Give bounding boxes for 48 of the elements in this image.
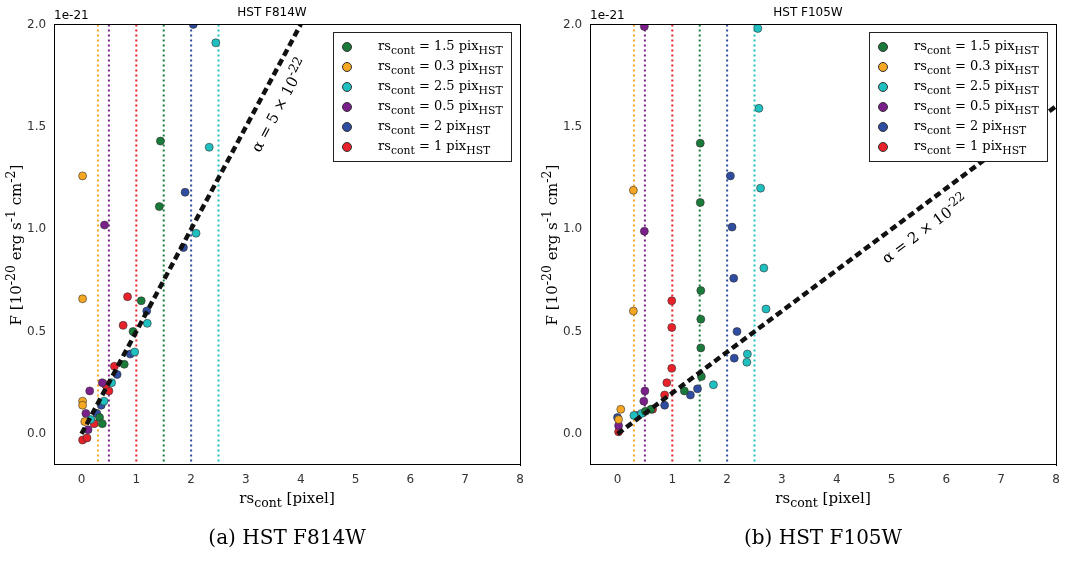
x-tick-label: 5 (351, 471, 360, 486)
x-tick-label: 4 (296, 471, 305, 486)
x-tick-label: 6 (406, 471, 415, 486)
x-tick-label: 2 (723, 471, 731, 486)
y-tick-label: 2.0 (562, 16, 583, 31)
x-axis-title: rs$_{cont}$ [pixel] (239, 488, 335, 510)
x-tick-label: 0 (613, 471, 622, 486)
chart-title: HST F105W (773, 5, 843, 20)
legend-label: rs$_{cont}$ = 0.5 pix$_{HST}$ (914, 98, 1039, 117)
x-tick-label: 7 (997, 471, 1006, 486)
text: 1e-21 (54, 8, 89, 23)
x-tick-label: 5 (887, 471, 896, 486)
chart-title: HST F814W (237, 5, 307, 20)
y-tick-label: 1.0 (562, 221, 583, 236)
x-tick-label: 4 (832, 471, 841, 486)
x-tick-label: 3 (242, 471, 250, 486)
x-axis-title: rs$_{cont}$ [pixel] (775, 488, 871, 510)
legend-label: rs$_{cont}$ = 1.5 pix$_{HST}$ (914, 38, 1039, 57)
text: (b) HST F105W (743, 524, 903, 549)
x-tick-label: 1 (132, 471, 141, 486)
x-tick-label: 8 (1052, 471, 1060, 486)
y-tick-label: 2.0 (26, 16, 47, 31)
legend-label: rs$_{cont}$ = 2 pix$_{HST}$ (914, 118, 1027, 137)
x-tick-label: 3 (778, 471, 786, 486)
text: 1e-21 (590, 8, 625, 23)
y-tick-label: 0.0 (26, 426, 47, 441)
legend-label: rs$_{cont}$ = 2.5 pix$_{HST}$ (378, 78, 503, 97)
legend-label: rs$_{cont}$ = 2 pix$_{HST}$ (378, 118, 491, 137)
legend-label: rs$_{cont}$ = 0.3 pix$_{HST}$ (378, 58, 503, 77)
text: (a) HST F814W (208, 524, 366, 549)
x-tick-label: 2 (187, 471, 195, 486)
x-tick-label: 8 (516, 471, 524, 486)
y-tick-label: 1.0 (26, 221, 47, 236)
legend-label: rs$_{cont}$ = 1 pix$_{HST}$ (914, 138, 1027, 157)
legend-label: rs$_{cont}$ = 0.3 pix$_{HST}$ (914, 58, 1039, 77)
y-tick-label: 1.5 (562, 118, 583, 133)
legend-label: rs$_{cont}$ = 1.5 pix$_{HST}$ (378, 38, 503, 57)
x-tick-label: 0 (77, 471, 86, 486)
y-tick-label: 0.0 (562, 426, 583, 441)
x-tick-label: 6 (942, 471, 951, 486)
y-tick-label: 0.5 (26, 323, 47, 338)
x-tick-label: 1 (668, 471, 677, 486)
x-tick-label: 7 (461, 471, 470, 486)
y-tick-label: 1.5 (26, 118, 47, 133)
legend-label: rs$_{cont}$ = 0.5 pix$_{HST}$ (378, 98, 503, 117)
legend-label: rs$_{cont}$ = 1 pix$_{HST}$ (378, 138, 491, 157)
legend-label: rs$_{cont}$ = 2.5 pix$_{HST}$ (914, 78, 1039, 97)
y-tick-label: 0.5 (562, 323, 583, 338)
